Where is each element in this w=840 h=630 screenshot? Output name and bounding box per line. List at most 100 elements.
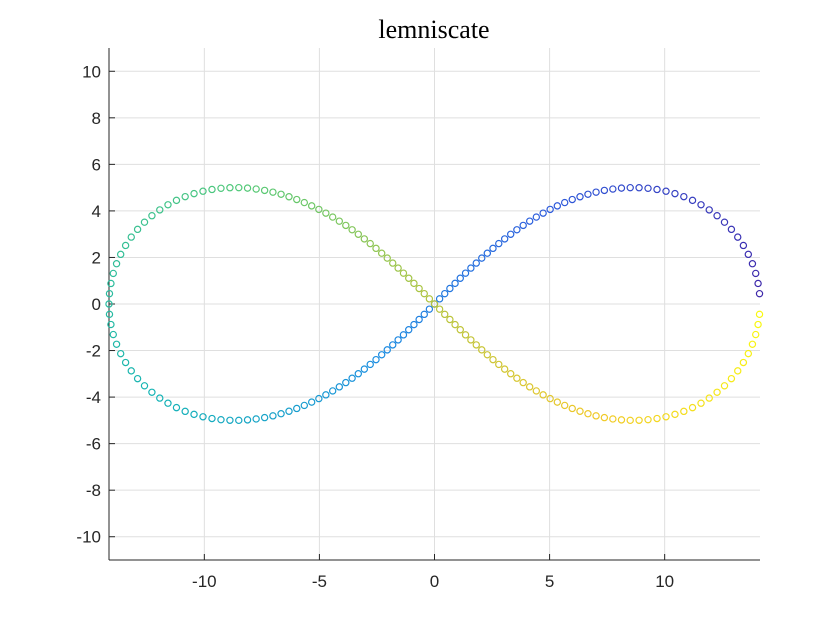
scatter-point [478, 346, 486, 354]
scatter-point [360, 235, 369, 243]
scatter-point [285, 407, 293, 415]
scatter-point [752, 269, 760, 278]
scatter-point [394, 336, 402, 344]
scatter-point [720, 382, 729, 390]
x-tick-labels: -10 -5 0 5 10 [192, 572, 674, 591]
scatter-point [377, 249, 386, 257]
scatter-point [560, 401, 569, 410]
scatter-point [626, 183, 634, 192]
scatter-point [322, 209, 330, 217]
scatter-point [435, 305, 444, 313]
scatter-point [394, 264, 402, 272]
scatter-point [156, 206, 164, 214]
scatter-point [107, 279, 115, 288]
scatter-point [105, 310, 114, 319]
scatter-point [734, 367, 742, 375]
y-tick-labels: -10 -8 -6 -4 -2 0 2 4 6 8 10 [76, 62, 101, 546]
scatter-point [172, 403, 181, 412]
axes [108, 48, 760, 561]
scatter-point [451, 320, 459, 329]
scatter-point [441, 310, 449, 319]
scatter-point [727, 374, 736, 383]
scatter-point [121, 241, 130, 250]
scatter-point [181, 192, 189, 201]
scatter-point [507, 230, 515, 238]
scatter-point [568, 195, 576, 204]
scatter-point [478, 254, 486, 262]
y-tick-label: 2 [92, 248, 101, 267]
scatter-point [300, 198, 309, 207]
scatter-point [190, 189, 198, 198]
scatter-point [420, 310, 428, 319]
scatter-point [217, 184, 225, 193]
scatter-point [467, 264, 475, 272]
y-tick-label: -8 [86, 481, 101, 500]
scatter-point [617, 416, 626, 424]
scatter-point [109, 330, 117, 339]
scatter-point [133, 374, 142, 383]
scatter-point [489, 355, 497, 364]
scatter-point [513, 226, 521, 234]
scatter-point [112, 260, 121, 268]
scatter-point [754, 320, 762, 329]
scatter-point [553, 202, 562, 210]
scatter-point [507, 370, 515, 378]
scatter-point [127, 367, 135, 375]
scatter-point [584, 410, 592, 418]
scatter-point [739, 241, 748, 250]
scatter-point [328, 213, 337, 221]
scatter-point [519, 378, 527, 387]
scatter-point [181, 407, 189, 416]
scatter-point [662, 187, 670, 195]
y-tick-label: 6 [92, 155, 101, 174]
scatter-point [456, 274, 464, 282]
scatter-point [410, 320, 418, 329]
y-tick-label: 8 [92, 109, 101, 128]
scatter-point [734, 233, 742, 241]
scatter-point [293, 404, 301, 413]
scatter-point [226, 416, 234, 424]
scatter-point [425, 295, 434, 303]
scatter-point [372, 355, 380, 364]
scatter-point [405, 326, 413, 334]
scatter-point [483, 249, 492, 257]
scatter-point [739, 358, 748, 367]
scatter-point [277, 410, 285, 418]
scatter-point [727, 225, 736, 234]
grid-lines [109, 48, 760, 560]
scatter-point [269, 412, 277, 420]
scatter-point [446, 315, 454, 324]
x-tick-label: -10 [192, 572, 217, 591]
scatter-point [697, 399, 705, 407]
scatter-point [415, 284, 423, 293]
scatter-point [635, 416, 643, 424]
scatter-point [127, 233, 135, 241]
scatter-point [140, 382, 149, 390]
scatter-point [342, 221, 350, 230]
y-tick-label: -4 [86, 388, 101, 407]
scatter-point [112, 340, 121, 348]
scatter-point [748, 340, 757, 348]
scatter-point [354, 230, 362, 238]
scatter-point [164, 201, 172, 209]
scatter-point [366, 239, 374, 248]
scatter-point [748, 260, 757, 268]
scatter-point [539, 209, 547, 217]
scatter-point [495, 360, 503, 369]
scatter-point [109, 269, 117, 278]
scatter-point [705, 206, 713, 214]
scatter-point [260, 186, 269, 195]
scatter-point [532, 387, 541, 395]
y-tick-label: 4 [92, 202, 101, 221]
scatter-point [285, 193, 293, 201]
scatter-point [389, 341, 397, 349]
scatter-point [713, 211, 721, 220]
scatter-point [688, 403, 697, 412]
scatter-point [472, 341, 480, 349]
scatter-point [744, 250, 753, 259]
scatter-point [489, 244, 497, 253]
scatter-point [576, 193, 584, 201]
scatter-point [217, 415, 225, 424]
scatter-point [366, 360, 374, 369]
